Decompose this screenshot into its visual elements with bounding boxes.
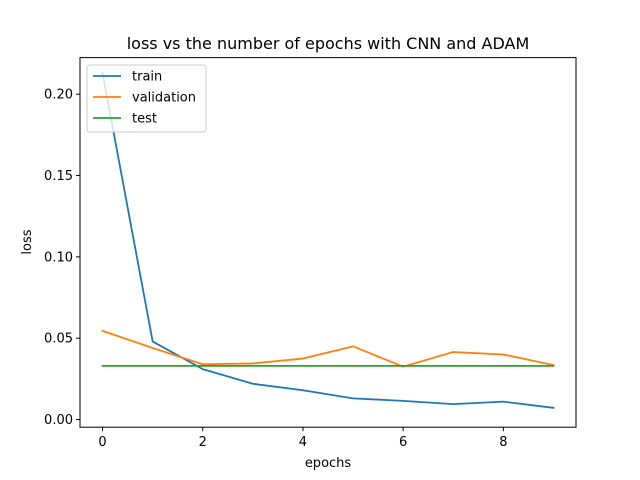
y-tick-label: 0.20	[44, 88, 73, 103]
legend: train validation test	[86, 64, 207, 133]
x-tick-label: 6	[399, 435, 407, 450]
legend-box	[86, 64, 207, 133]
chart-title: loss vs the number of epochs with CNN an…	[127, 34, 530, 53]
x-tick-label: 8	[499, 435, 507, 450]
y-tick-label: 0.15	[44, 169, 73, 184]
x-tick-label: 2	[199, 435, 207, 450]
y-tick-label: 0.10	[44, 250, 73, 265]
y-tick-label: 0.05	[44, 332, 73, 347]
x-axis: 0 2 4 6 8	[98, 427, 507, 450]
y-axis: 0.00 0.05 0.10 0.15 0.20	[44, 88, 80, 428]
x-tick-label: 0	[98, 435, 106, 450]
plot-area	[101, 72, 555, 409]
y-tick-label: 0.00	[44, 413, 73, 428]
x-axis-label: epochs	[305, 456, 352, 471]
legend-label-test: test	[132, 112, 157, 127]
legend-label-validation: validation	[132, 91, 196, 106]
y-axis-label: loss	[20, 229, 35, 254]
x-tick-label: 4	[299, 435, 307, 450]
axes-frame	[79, 57, 577, 428]
legend-label-train: train	[132, 70, 162, 85]
series-line-validation	[101, 329, 555, 368]
